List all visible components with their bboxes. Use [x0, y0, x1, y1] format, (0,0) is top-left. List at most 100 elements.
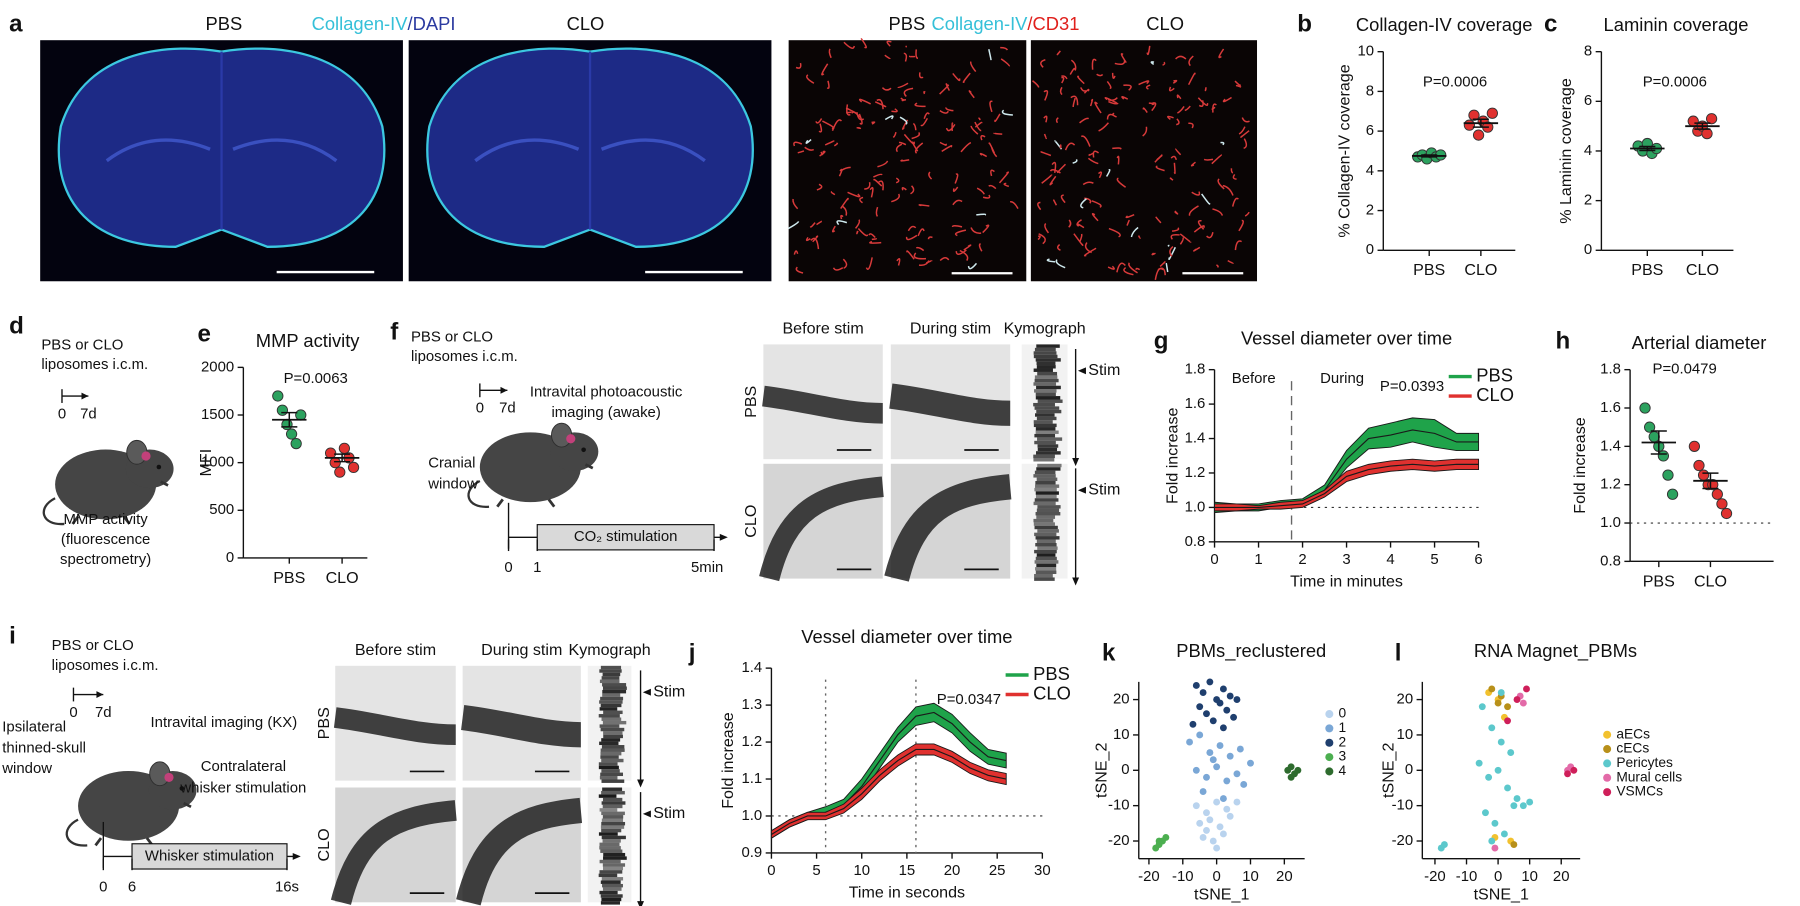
phase-label: During	[1320, 370, 1364, 387]
x-tick-label: 3	[1342, 551, 1350, 568]
vessel	[982, 224, 990, 234]
stimulation-box	[131, 843, 288, 870]
stain-label: /CD31	[1027, 13, 1079, 34]
vessel	[903, 87, 914, 97]
data-point	[1491, 844, 1499, 852]
diagram-text: liposomes i.c.m.	[411, 348, 518, 365]
vessel	[898, 141, 907, 146]
data-point	[1287, 773, 1295, 781]
y-axis-label: Fold increase	[719, 712, 737, 808]
y-tick-label: 0	[226, 549, 234, 566]
x-tick-label: 4	[1386, 551, 1394, 568]
vessel	[1193, 225, 1205, 233]
data-point	[1196, 703, 1204, 711]
vessel	[871, 121, 876, 125]
vessel	[905, 234, 918, 241]
vessel	[1197, 97, 1209, 106]
kymograph-row	[601, 779, 625, 783]
vessel	[1061, 75, 1068, 80]
data-point	[1507, 749, 1515, 757]
kymograph-row	[602, 672, 621, 677]
data-point	[1219, 724, 1227, 732]
x-tick-label: -10	[1172, 868, 1194, 885]
vessel	[856, 230, 859, 235]
y-tick-label: 0	[1405, 761, 1413, 778]
vessel	[840, 197, 849, 209]
vessel	[1049, 169, 1061, 174]
y-tick-label: 0	[1121, 761, 1129, 778]
vessel	[1155, 165, 1165, 172]
vessel	[1096, 73, 1104, 77]
vessel	[1104, 97, 1118, 104]
data-point	[285, 428, 298, 440]
kymograph-row	[1036, 539, 1056, 543]
vessel	[792, 198, 799, 210]
y-tick-label: 1.2	[1185, 464, 1206, 481]
data-point	[1440, 841, 1448, 848]
data-point	[1216, 742, 1224, 749]
vessel	[1112, 112, 1117, 118]
diagram-text: MMP activity	[64, 511, 149, 528]
kymograph-row	[601, 877, 624, 881]
y-tick-label: 0.8	[1600, 552, 1621, 569]
legend-label: VSMCs	[1616, 784, 1663, 799]
data-point	[1697, 469, 1710, 481]
vessel	[1098, 122, 1110, 132]
vessel	[1091, 200, 1102, 208]
data-point	[295, 409, 307, 421]
y-tick-label: 1.0	[1185, 498, 1206, 515]
y-tick-label: 0.8	[1185, 533, 1206, 550]
vessel	[1079, 117, 1090, 124]
data-point	[1468, 109, 1480, 121]
vessel	[1155, 216, 1162, 224]
kymograph-row	[599, 724, 620, 728]
panel-letter: g	[1154, 327, 1169, 354]
kymograph-row	[600, 880, 621, 884]
data-point	[1206, 678, 1214, 686]
y-tick-label: 0	[1584, 241, 1592, 258]
vessel	[1084, 242, 1092, 254]
vessel	[951, 122, 954, 132]
y-tick-label: 20	[1113, 691, 1130, 708]
vessel	[969, 61, 977, 73]
vessel	[1230, 168, 1234, 174]
kymograph-row	[600, 727, 625, 732]
vessel	[1080, 87, 1087, 92]
kymograph-row	[1033, 458, 1055, 462]
vessel	[1083, 88, 1090, 94]
kymograph-row	[1036, 416, 1057, 421]
vessel	[1231, 197, 1239, 207]
y-tick-label: 10	[1358, 43, 1375, 60]
x-tick-label: 6	[1474, 551, 1482, 568]
vessel	[1188, 205, 1199, 216]
kymograph-row	[1037, 437, 1063, 441]
vessel	[1165, 262, 1169, 273]
vessel	[1060, 194, 1066, 204]
data-point	[1213, 798, 1221, 806]
vessel	[1235, 84, 1242, 88]
vessel	[1218, 48, 1225, 59]
data-point	[1488, 685, 1496, 693]
data-point	[1478, 703, 1486, 711]
kymograph-row	[1036, 467, 1061, 471]
kymograph-row	[600, 703, 622, 708]
vessel	[831, 225, 836, 233]
vessel	[1188, 122, 1194, 129]
kymograph-row	[1035, 484, 1060, 488]
vessel	[1188, 55, 1194, 67]
vessel	[1212, 208, 1224, 216]
kymograph-row	[1035, 396, 1061, 400]
data-point	[1666, 488, 1679, 500]
vessel	[1032, 80, 1040, 88]
column-header: During stim	[910, 320, 991, 338]
vessel	[1087, 157, 1099, 165]
kymograph-row	[602, 693, 621, 697]
vessel	[1222, 96, 1232, 103]
data-point	[1504, 784, 1512, 792]
data-point	[1233, 798, 1241, 806]
data-point	[1475, 759, 1483, 767]
y-tick-label: 1.0	[1600, 514, 1621, 531]
vessel	[876, 98, 884, 110]
legend-label: 2	[1339, 734, 1347, 749]
x-tick-label: CLO	[1686, 261, 1719, 279]
